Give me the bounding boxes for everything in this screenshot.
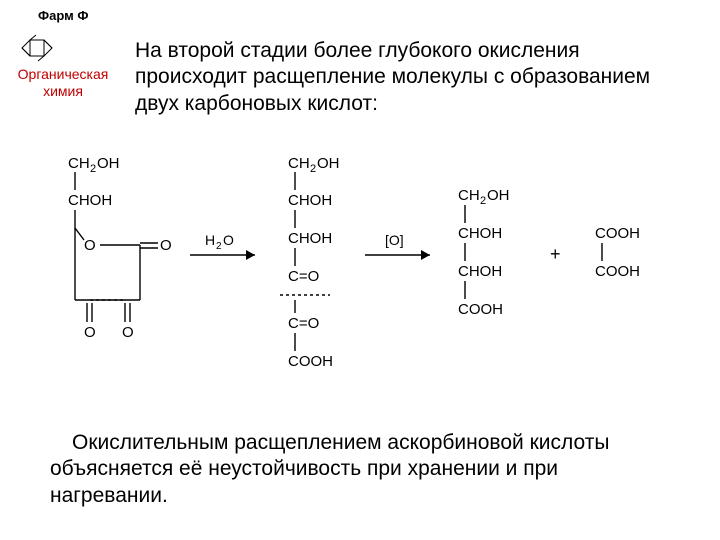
svg-text:OH: OH [487,187,510,204]
svg-text:O: O [84,324,96,341]
svg-text:CHOH: CHOH [288,192,332,209]
intro-paragraph: На второй стадии более глубокого окислен… [135,38,695,117]
svg-text:CHOH: CHOH [458,225,502,242]
svg-text:CHOH: CHOH [288,230,332,247]
svg-text:O: O [122,324,134,341]
svg-text:H: H [205,232,215,248]
conclusion-paragraph: Окислительным расщеплением аскорбиновой … [50,430,670,509]
plus-sign: + [550,244,561,264]
svg-text:2: 2 [216,241,222,252]
svg-text:OH: OH [97,155,120,172]
svg-text:COOH: COOH [595,225,640,242]
svg-text:COOH: COOH [288,353,333,370]
svg-text:C=O: C=O [288,315,319,332]
svg-text:O: O [84,237,96,254]
svg-text:CH: CH [288,155,310,172]
svg-text:OH: OH [317,155,340,172]
svg-text:CHOH: CHOH [68,192,112,209]
molecule-1: CH2OH CHOH O O O O [68,155,172,341]
svg-text:CH: CH [68,155,90,172]
sidebar-line2: химия [43,83,83,99]
svg-text:COOH: COOH [595,263,640,280]
molecule-4: COOH COOH [595,225,640,280]
svg-text:COOH: COOH [458,301,503,318]
svg-text:CH: CH [458,187,480,204]
svg-text:2: 2 [310,163,316,175]
svg-text:2: 2 [480,195,486,207]
svg-text:2: 2 [90,163,96,175]
molecule-2: CH2OH CHOH CHOH C=O C=O COOH [280,155,340,370]
arrow-1: H2O [190,232,255,260]
arrow-2: [O] [365,232,430,260]
brand-label: Фарм Ф [38,8,88,23]
molecule-logo-icon [12,30,60,70]
svg-text:O: O [160,237,172,254]
sidebar-subject-label: Органическая химия [8,66,118,100]
sidebar-line1: Органическая [18,66,109,82]
reaction-diagram: CH2OH CHOH O O O O H2O [40,150,680,400]
svg-text:C=O: C=O [288,268,319,285]
molecule-3: CH2OH CHOH CHOH COOH [458,187,510,318]
svg-text:O: O [223,232,234,248]
svg-text:CHOH: CHOH [458,263,502,280]
svg-text:[O]: [O] [385,232,404,248]
